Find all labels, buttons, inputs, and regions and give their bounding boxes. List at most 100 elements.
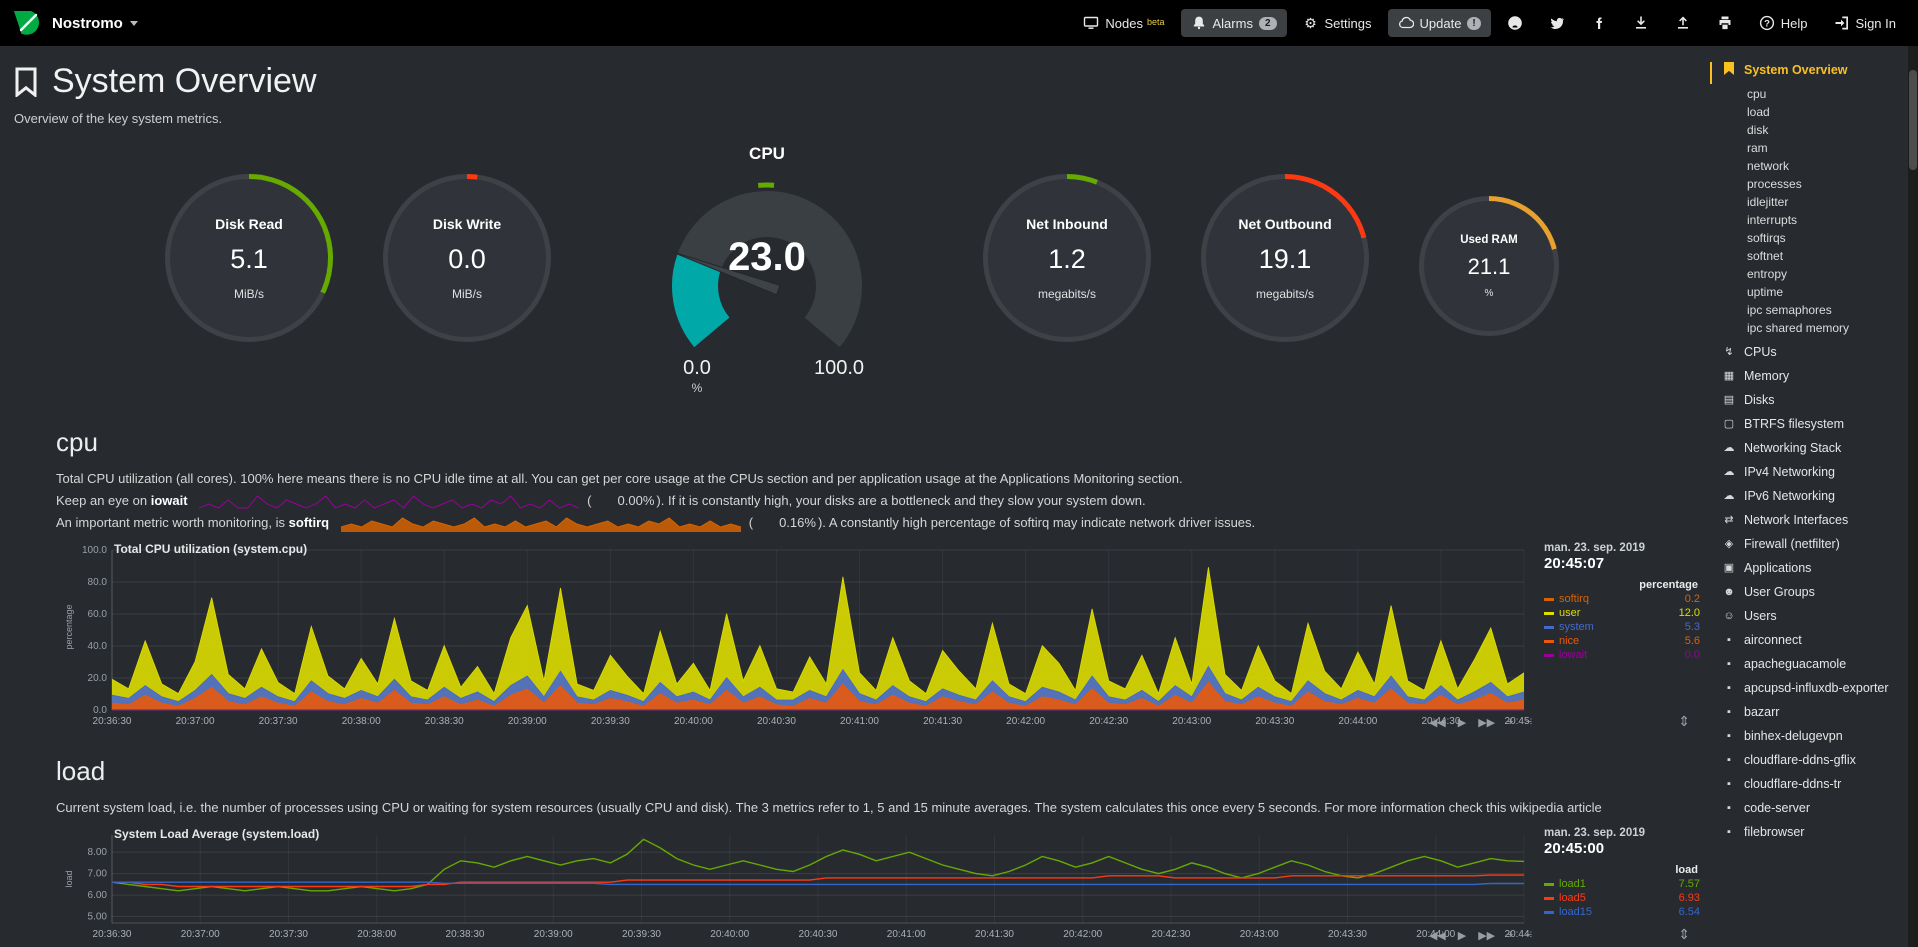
legend-row-system[interactable]: system 5.3	[1544, 621, 1700, 633]
pan-forward-icon[interactable]: ▶▶	[1478, 930, 1496, 942]
gauge-label: Net Outbound	[1238, 215, 1332, 232]
nav-item-download[interactable]	[1623, 9, 1659, 37]
sidebar-item-bazarr[interactable]: ▪ bazarr	[1720, 700, 1904, 724]
legend-value: 5.3	[1684, 621, 1700, 633]
disk-read-gauge[interactable]: Disk Read 5.1 MiB/s	[165, 174, 333, 342]
sidebar-item-memory[interactable]: ▦ Memory	[1720, 364, 1904, 388]
cpu-gauge-dial[interactable]: 23.0 0.0 100.0%	[627, 164, 907, 396]
sidebar-subitem-idlejitter[interactable]: idlejitter	[1747, 195, 1789, 209]
sidebar-subitem-load[interactable]: load	[1747, 105, 1770, 119]
nav-item-facebook[interactable]	[1581, 9, 1617, 37]
legend-row-load1[interactable]: load1 7.57	[1544, 878, 1700, 890]
nav-item-github[interactable]	[1497, 9, 1533, 37]
sidebar-item-airconnect[interactable]: ▪ airconnect	[1720, 628, 1904, 652]
disk-write-gauge[interactable]: Disk Write 0.0 MiB/s	[383, 174, 551, 342]
nav-item-twitter[interactable]	[1539, 9, 1575, 37]
pan-backward-icon[interactable]: ◀◀	[1428, 717, 1446, 729]
sidebar-submenu: cpu load disk ram network processes idlejitter…	[1747, 85, 1904, 337]
sidebar-item-ipv6-networking[interactable]: ☁ IPv6 Networking	[1720, 484, 1904, 508]
zoom-in-icon[interactable]: +	[1507, 929, 1514, 941]
sidebar-item-filebrowser[interactable]: ▪ filebrowser	[1720, 820, 1904, 844]
sidebar-item-users[interactable]: ☺ Users	[1720, 604, 1904, 628]
sidebar-item-binhex-delugevpn[interactable]: ▪ binhex-delugevpn	[1720, 724, 1904, 748]
sidebar-subitem-ipc-shared-memory[interactable]: ipc shared memory	[1747, 321, 1850, 335]
sidebar-item-applications[interactable]: ▣ Applications	[1720, 556, 1904, 580]
sidebar-subitem-processes[interactable]: processes	[1747, 177, 1802, 191]
legend-row-load5[interactable]: load5 6.93	[1544, 892, 1700, 904]
cube-icon: ▪	[1727, 826, 1731, 838]
sidebar-item-network-interfaces[interactable]: ⇄ Network Interfaces	[1720, 508, 1904, 532]
pan-forward-icon[interactable]: ▶▶	[1478, 717, 1496, 729]
node-selector[interactable]: Nostromo	[52, 15, 138, 32]
sidebar-item-label: CPUs	[1744, 345, 1777, 359]
pan-backward-icon[interactable]: ◀◀	[1428, 930, 1446, 942]
svg-text:5.00: 5.00	[88, 912, 108, 923]
zoom-in-icon[interactable]: +	[1507, 716, 1514, 728]
sidebar-subitem-softirqs[interactable]: softirqs	[1747, 231, 1786, 245]
cpu-gauge[interactable]: CPU 23.0 0.0 100.0%	[627, 144, 907, 401]
cpu-chart-plot[interactable]: 0.0 20.0 40.0 60.0 80.0 100.0 20:36:30 20:37:00…	[72, 542, 1532, 730]
disk-read-content: Disk Read 5.1 MiB/s	[165, 174, 333, 342]
legend-row-iowait[interactable]: iowait 0.0	[1544, 649, 1700, 661]
svg-text:20:43:00: 20:43:00	[1172, 716, 1211, 727]
sidebar-item-firewall-netfilter-[interactable]: ◈ Firewall (netfilter)	[1720, 532, 1904, 556]
nav-item-help[interactable]: ? Help	[1749, 9, 1818, 37]
nav-item-update[interactable]: Update!	[1387, 9, 1491, 37]
active-indicator	[1710, 62, 1712, 84]
sidebar-subitem-softnet[interactable]: softnet	[1747, 249, 1784, 263]
gauge-unit: MiB/s	[234, 286, 264, 301]
sidebar-subitem-cpu[interactable]: cpu	[1747, 87, 1767, 101]
cpu-description: Total CPU utilization (all cores). 100% …	[56, 471, 1256, 532]
load-chart-plot[interactable]: 5.00 6.00 7.00 8.00 20:36:30 20:37:00 20:37:30…	[72, 827, 1532, 943]
sidebar-subitem-uptime[interactable]: uptime	[1747, 285, 1784, 299]
sidebar-subitem-interrupts[interactable]: interrupts	[1747, 213, 1798, 227]
svg-text:8.00: 8.00	[88, 847, 108, 858]
sidebar-item-networking-stack[interactable]: ☁ Networking Stack	[1720, 436, 1904, 460]
sidebar-item-cpus[interactable]: ↯ CPUs	[1720, 340, 1904, 364]
nav-item-print[interactable]	[1707, 9, 1743, 37]
cube-icon: ▪	[1727, 754, 1731, 766]
netdata-logo[interactable]	[12, 9, 42, 37]
sidebar-subitem-ram[interactable]: ram	[1747, 141, 1768, 155]
legend-row-softirq[interactable]: softirq 0.2	[1544, 593, 1700, 605]
sidebar-item-cloudflare-ddns-tr[interactable]: ▪ cloudflare-ddns-tr	[1720, 772, 1904, 796]
sidebar-item-apacheguacamole[interactable]: ▪ apacheguacamole	[1720, 652, 1904, 676]
nav-item-nodes[interactable]: Nodes beta	[1073, 9, 1174, 37]
net-outbound-content: Net Outbound 19.1 megabits/s	[1201, 174, 1369, 342]
sidebar-subitem-network[interactable]: network	[1747, 159, 1790, 173]
sidebar-item-cloudflare-ddns-gflix[interactable]: ▪ cloudflare-ddns-gflix	[1720, 748, 1904, 772]
sidebar-item-ipv4-networking[interactable]: ☁ IPv4 Networking	[1720, 460, 1904, 484]
svg-text:20:37:00: 20:37:00	[181, 929, 220, 940]
nav-item-settings[interactable]: ⚙ Settings	[1293, 9, 1382, 37]
sidebar-item-user-groups[interactable]: ☻ User Groups	[1720, 580, 1904, 604]
page-scrollbar[interactable]	[1908, 46, 1918, 947]
zoom-out-icon[interactable]: −	[1525, 929, 1532, 941]
sidebar-subitem-disk[interactable]: disk	[1747, 123, 1769, 137]
play-icon[interactable]: ▶	[1457, 930, 1467, 942]
legend-row-load15[interactable]: load15 6.54	[1544, 906, 1700, 918]
sidebar-item-btrfs-filesystem[interactable]: ▢ BTRFS filesystem	[1720, 412, 1904, 436]
bookmark-icon	[15, 67, 37, 97]
sidebar-subitem-ipc-semaphores[interactable]: ipc semaphores	[1747, 303, 1832, 317]
net-outbound-gauge[interactable]: Net Outbound 19.1 megabits/s	[1201, 174, 1369, 342]
sidebar-item-label: Applications	[1744, 561, 1812, 575]
nav-item-upload[interactable]	[1665, 9, 1701, 37]
nav-item-signin[interactable]: Sign In	[1824, 9, 1906, 37]
zoom-out-icon[interactable]: −	[1525, 716, 1532, 728]
sidebar-subitem-entropy[interactable]: entropy	[1747, 267, 1788, 281]
legend-name: nice	[1559, 635, 1580, 647]
legend-row-nice[interactable]: nice 5.6	[1544, 635, 1700, 647]
legend-row-user[interactable]: user 12.0	[1544, 607, 1700, 619]
scrollbar-thumb[interactable]	[1909, 70, 1917, 170]
used-ram-gauge[interactable]: Used RAM 21.1%	[1419, 196, 1559, 336]
sidebar-item-code-server[interactable]: ▪ code-server	[1720, 796, 1904, 820]
sidebar-item-apcupsd-influxdb-exporter[interactable]: ▪ apcupsd-influxdb-exporter	[1720, 676, 1904, 700]
sidebar-item-system-overview[interactable]: System Overview	[1710, 58, 1904, 84]
nav-item-alarms[interactable]: Alarms 2	[1180, 9, 1287, 37]
load-chart-resize-handle[interactable]: ⇕	[1678, 926, 1690, 942]
cpu-chart-resize-handle[interactable]: ⇕	[1678, 713, 1690, 729]
cloud-icon: ☁	[1723, 442, 1735, 454]
net-inbound-gauge[interactable]: Net Inbound 1.2 megabits/s	[983, 174, 1151, 342]
play-icon[interactable]: ▶	[1457, 717, 1467, 729]
sidebar-item-disks[interactable]: ▤ Disks	[1720, 388, 1904, 412]
